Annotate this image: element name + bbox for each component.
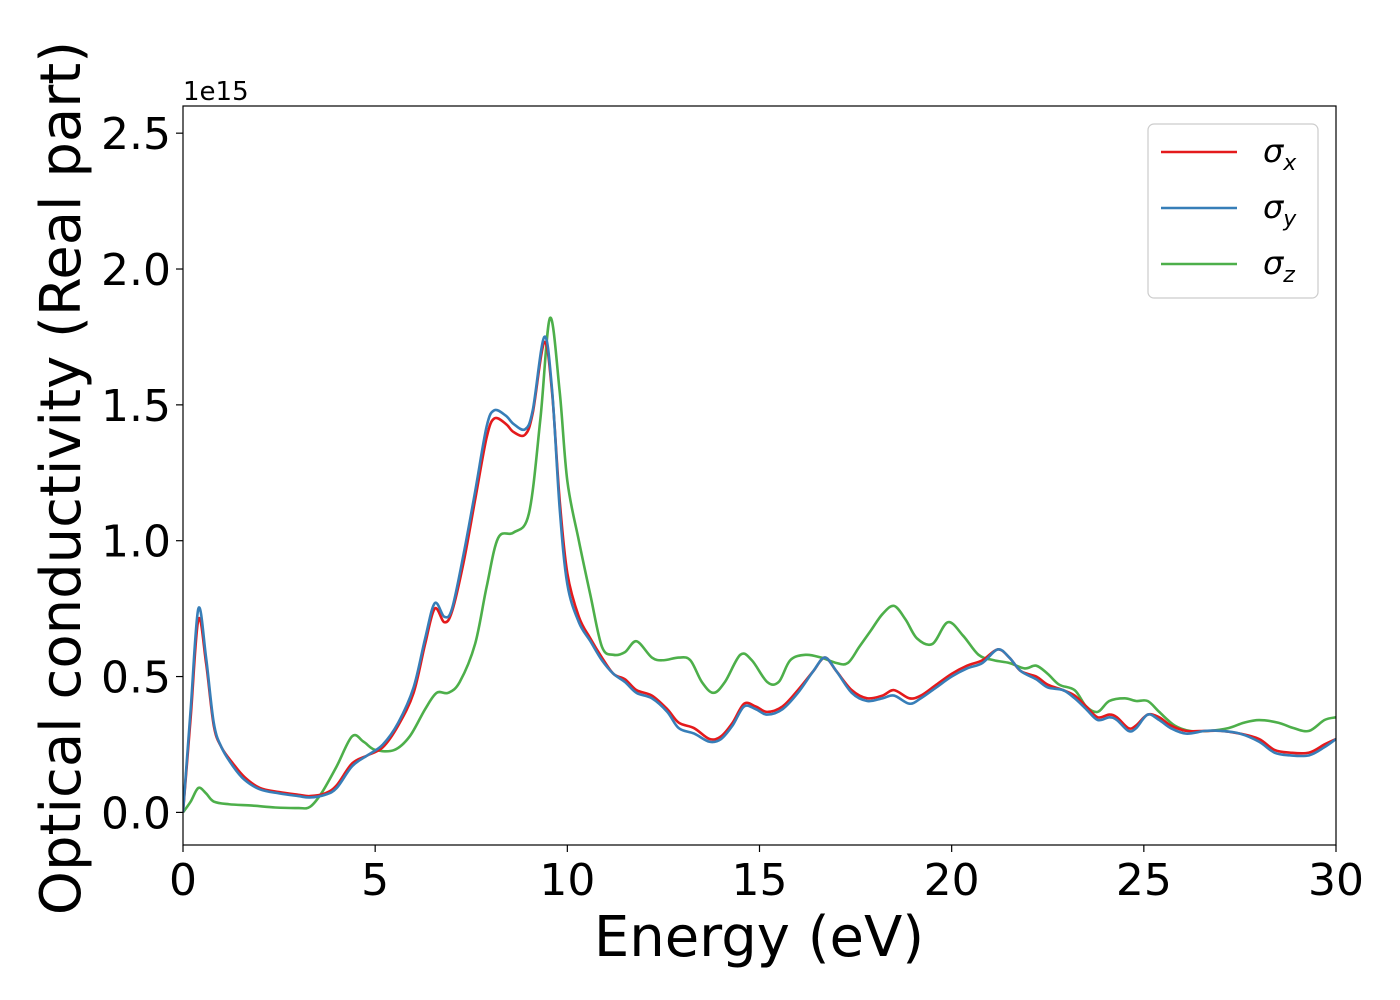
series-layer: [183, 316, 1336, 814]
legend-box: [1147, 123, 1319, 299]
series-line-sigma-y: [183, 335, 1336, 813]
y-tick-label: 2.5: [101, 109, 171, 160]
x-tick-label: 10: [539, 855, 595, 906]
x-tick-label: 20: [924, 855, 980, 906]
y-tick-label: 1.5: [101, 381, 171, 432]
tick-layer: 0 5 10 15 20 25 30 0.0 0.5 1.0 1.5 2.0 2.5: [101, 109, 1364, 906]
y-tick-label: 0.5: [101, 653, 171, 704]
y-tick-label: 0.0: [101, 788, 171, 839]
y-axis-label: Optical conductivity (Real part): [29, 41, 94, 915]
series-line-sigma-z: [183, 316, 1336, 814]
x-tick-label: 0: [169, 855, 197, 906]
x-tick-label: 15: [732, 855, 788, 906]
x-tick-label: 30: [1308, 855, 1364, 906]
y-tick-label: 2.0: [101, 245, 171, 296]
y-offset-label: 1e15: [183, 77, 249, 107]
x-axis-label: Energy (eV): [594, 905, 924, 970]
x-tick-label: 25: [1116, 855, 1172, 906]
y-tick-label: 1.0: [101, 517, 171, 568]
x-tick-label: 5: [361, 855, 389, 906]
